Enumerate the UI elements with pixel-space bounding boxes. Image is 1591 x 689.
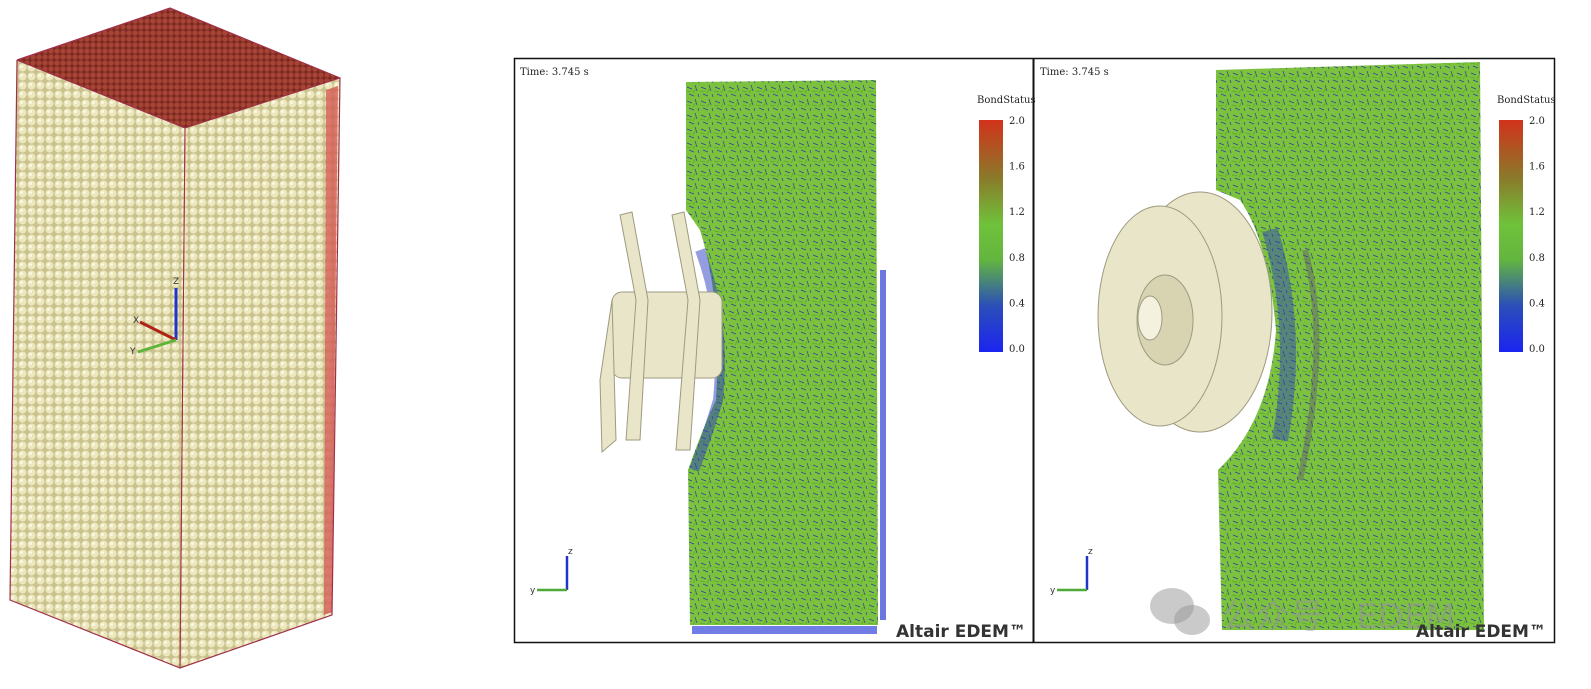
watermark-text: 公众号 · EDEM (1222, 597, 1455, 637)
axis-label-y: y (530, 586, 536, 596)
bonded-block (686, 80, 886, 634)
axis-label-y: Y (129, 347, 136, 357)
legend-title: BondStatus (977, 95, 1036, 106)
color-bar (979, 120, 1003, 352)
legend-tick-label: 1.2 (1009, 207, 1025, 218)
axis-label-z: Z (173, 277, 179, 287)
legend-tick-label: 2.0 (1009, 116, 1025, 127)
legend-title: BondStatus (1497, 95, 1556, 106)
legend-tick-label: 1.2 (1529, 207, 1545, 218)
legend-tick-label: 2.0 (1529, 116, 1545, 127)
axis-label-x: X (133, 316, 139, 326)
legend-tick-label: 0.8 (1009, 253, 1025, 264)
axis-label-z: z (568, 547, 573, 557)
axis-label-z: z (1088, 547, 1093, 557)
bonded-block (1216, 62, 1484, 630)
time-label: Time: 3.745 s (520, 67, 589, 78)
time-label: Time: 3.745 s (1040, 67, 1109, 78)
color-bar (1499, 120, 1523, 352)
legend-tick-label: 0.8 (1529, 253, 1545, 264)
legend-tick-label: 1.6 (1529, 162, 1545, 173)
particle-box: Z X Y (9, 7, 341, 669)
legend-tick-label: 0.4 (1529, 298, 1545, 309)
legend-tick-label: 0.0 (1009, 344, 1025, 355)
brand: Altair EDEM™ (1416, 622, 1546, 642)
legend-tick-label: 1.6 (1009, 162, 1025, 173)
legend-tick-label: 0.4 (1009, 298, 1025, 309)
legend-tick-label: 0.0 (1529, 344, 1545, 355)
watermark: 公众号 · EDEM (1150, 588, 1455, 637)
axis-label-y: y (1050, 586, 1056, 596)
brand: Altair EDEM™ (896, 622, 1026, 642)
cutter (1097, 191, 1273, 433)
cutter (599, 211, 723, 454)
